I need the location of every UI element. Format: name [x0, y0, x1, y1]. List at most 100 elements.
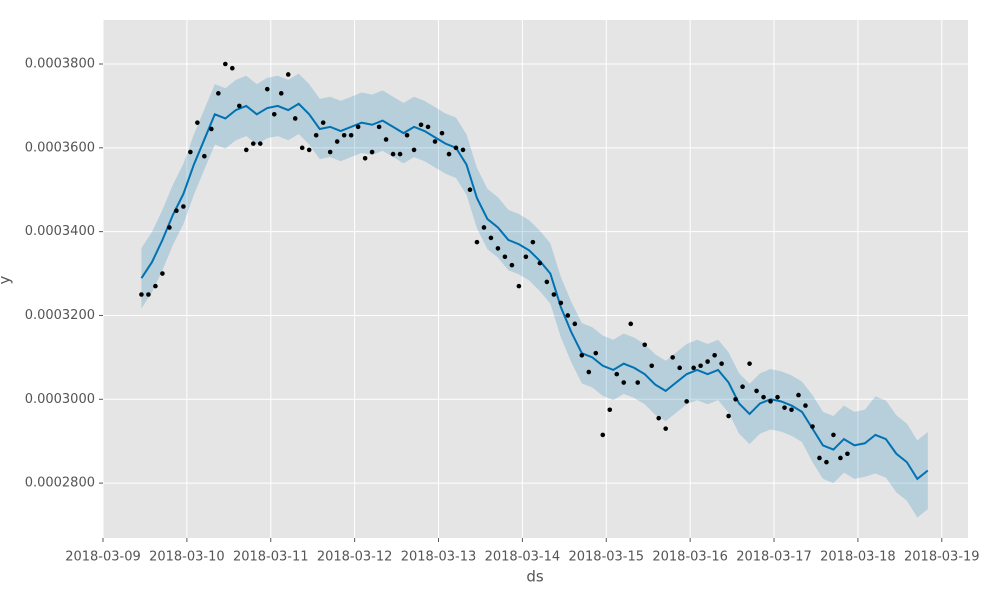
- y-tick-label: 0.0003400: [25, 224, 95, 239]
- data-point: [740, 384, 745, 390]
- data-point: [754, 388, 759, 394]
- data-point: [719, 361, 724, 366]
- data-point: [607, 407, 613, 413]
- data-point: [831, 432, 836, 438]
- data-point: [306, 147, 312, 153]
- data-point: [474, 239, 480, 245]
- y-tick-label: 0.0003000: [25, 392, 95, 407]
- data-point: [216, 91, 221, 96]
- y-tick-label: 0.0003800: [25, 57, 95, 72]
- data-point: [775, 394, 780, 400]
- data-point: [202, 153, 207, 159]
- data-point: [271, 111, 277, 117]
- data-point: [523, 254, 529, 260]
- data-point: [845, 451, 850, 457]
- data-point: [418, 122, 424, 128]
- data-point: [327, 149, 333, 155]
- data-point: [153, 283, 158, 289]
- data-point: [551, 292, 557, 297]
- data-point: [495, 246, 501, 251]
- data-point: [181, 204, 186, 209]
- data-point: [803, 403, 808, 408]
- x-tick-label: 2018-03-14: [485, 550, 561, 565]
- data-point: [257, 141, 263, 146]
- y-tick-label: 0.0002800: [25, 476, 95, 491]
- data-point: [390, 151, 396, 157]
- data-point: [313, 132, 319, 138]
- data-point: [691, 365, 696, 371]
- data-point: [397, 151, 403, 157]
- y-axis-label: y: [0, 275, 14, 284]
- data-point: [285, 72, 291, 77]
- data-point: [195, 120, 200, 125]
- data-point: [425, 124, 431, 130]
- x-tick-label: 2018-03-19: [904, 550, 980, 565]
- data-point: [467, 187, 473, 193]
- data-point: [432, 139, 438, 144]
- data-point: [481, 225, 487, 230]
- uncertainty-band: [141, 73, 928, 518]
- data-point: [230, 65, 235, 71]
- data-point: [530, 239, 536, 245]
- data-point: [733, 396, 738, 402]
- data-point: [544, 279, 550, 285]
- data-point: [558, 300, 564, 306]
- y-tick-label: 0.0003200: [25, 308, 95, 323]
- data-point: [726, 413, 731, 419]
- data-point: [488, 235, 494, 241]
- data-point: [677, 365, 682, 371]
- data-point: [635, 380, 641, 385]
- data-point: [796, 392, 801, 398]
- axes: 0.0002800 0.0003000 0.0003200 0.0003400 0.00…: [25, 57, 980, 565]
- data-point: [320, 120, 326, 125]
- data-point: [237, 103, 242, 109]
- data-point: [810, 424, 815, 429]
- data-point: [278, 91, 284, 96]
- data-point: [446, 151, 452, 157]
- data-point: [824, 459, 829, 465]
- data-point: [139, 292, 144, 297]
- data-point: [146, 292, 151, 297]
- x-tick-label: 2018-03-17: [736, 550, 812, 565]
- data-point: [621, 380, 627, 385]
- data-point: [362, 156, 368, 161]
- x-tick-label: 2018-03-11: [233, 550, 309, 565]
- data-point: [411, 147, 417, 153]
- data-point: [768, 399, 773, 404]
- data-point: [656, 415, 661, 421]
- data-point: [174, 208, 179, 213]
- x-tick-label: 2018-03-18: [820, 550, 896, 565]
- data-point: [789, 407, 794, 413]
- data-point: [698, 363, 703, 369]
- data-point: [516, 283, 522, 289]
- data-point: [404, 132, 410, 138]
- data-point: [160, 271, 165, 276]
- data-point: [453, 145, 459, 151]
- data-point: [376, 124, 382, 130]
- x-tick-label: 2018-03-12: [317, 550, 393, 565]
- data-point: [684, 399, 689, 404]
- marks: [139, 61, 929, 518]
- data-point: [334, 139, 340, 144]
- x-tick-label: 2018-03-09: [65, 550, 141, 565]
- data-point: [537, 260, 543, 266]
- x-axis-label: ds: [526, 568, 544, 586]
- forecast-line: [140, 102, 929, 481]
- data-point: [593, 350, 599, 356]
- x-tick-label: 2018-03-10: [149, 550, 225, 565]
- data-point: [383, 137, 389, 142]
- data-point: [586, 369, 592, 375]
- x-tick-label: 2018-03-15: [568, 550, 644, 565]
- data-point: [649, 363, 655, 369]
- data-point: [761, 394, 766, 400]
- data-point: [838, 455, 843, 461]
- data-point: [642, 342, 648, 348]
- data-point: [670, 355, 675, 360]
- data-point: [663, 426, 668, 431]
- data-point: [250, 141, 256, 146]
- data-point: [747, 361, 752, 366]
- data-point: [782, 405, 787, 410]
- y-tick-label: 0.0003600: [25, 140, 95, 155]
- data-point: [348, 132, 354, 138]
